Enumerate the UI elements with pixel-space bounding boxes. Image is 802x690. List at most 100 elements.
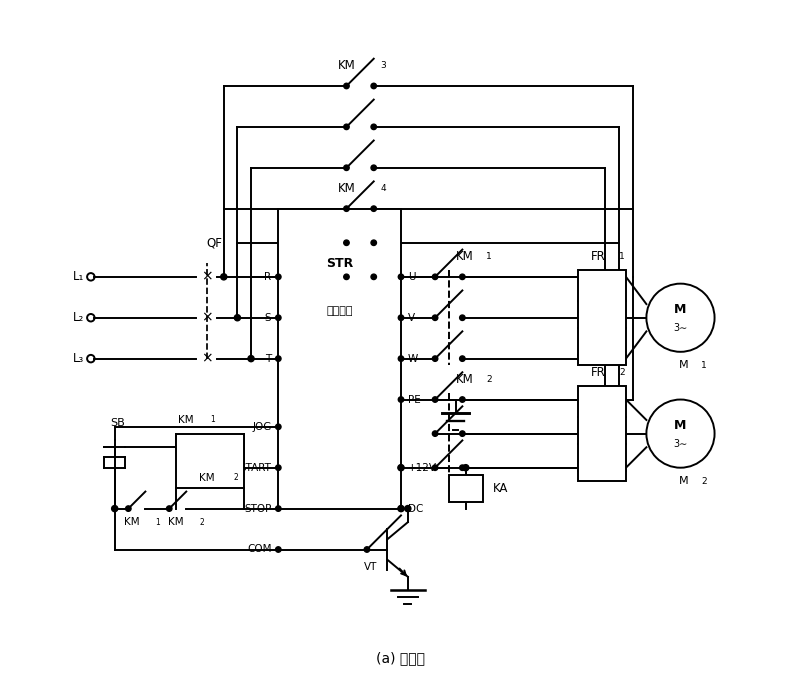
Circle shape	[399, 465, 403, 471]
Text: ×: ×	[201, 352, 213, 366]
Circle shape	[276, 506, 281, 511]
Text: KA: KA	[493, 482, 508, 495]
Text: STR: STR	[326, 257, 353, 270]
Text: 3∼: 3∼	[674, 323, 687, 333]
Circle shape	[463, 464, 469, 471]
Bar	[578, 270, 626, 366]
Text: KM: KM	[456, 250, 473, 263]
Bar	[448, 475, 483, 502]
Circle shape	[399, 397, 403, 402]
Text: STOP: STOP	[244, 504, 272, 513]
Text: 2: 2	[701, 477, 707, 486]
Text: W: W	[407, 354, 418, 364]
Text: S: S	[265, 313, 272, 323]
Text: ×: ×	[201, 270, 213, 284]
Circle shape	[364, 546, 370, 552]
Text: 1: 1	[619, 252, 625, 261]
Circle shape	[432, 431, 438, 436]
Text: (a) 主电路: (a) 主电路	[376, 651, 426, 666]
Circle shape	[405, 506, 411, 512]
Text: M: M	[674, 419, 687, 432]
Text: KM: KM	[338, 181, 355, 195]
Circle shape	[399, 315, 403, 320]
Circle shape	[221, 274, 227, 280]
Text: 软启动器: 软启动器	[326, 306, 353, 316]
Circle shape	[371, 206, 376, 211]
Text: L₂: L₂	[73, 311, 84, 324]
Circle shape	[234, 315, 241, 321]
Bar	[578, 386, 626, 482]
Circle shape	[432, 356, 438, 362]
Circle shape	[344, 240, 349, 246]
Circle shape	[344, 124, 349, 130]
Circle shape	[248, 355, 254, 362]
Circle shape	[371, 83, 376, 89]
Circle shape	[126, 506, 131, 511]
Text: ×: ×	[201, 310, 213, 325]
Circle shape	[460, 315, 465, 320]
Circle shape	[460, 397, 465, 402]
Circle shape	[276, 424, 281, 430]
Text: VT: VT	[364, 562, 377, 571]
Text: KM: KM	[179, 415, 194, 425]
Text: JOG: JOG	[252, 422, 272, 432]
Text: 2: 2	[486, 375, 492, 384]
Text: 3∼: 3∼	[674, 439, 687, 449]
Circle shape	[399, 356, 403, 362]
Circle shape	[371, 274, 376, 279]
Text: DC: DC	[407, 504, 423, 513]
Text: FR: FR	[591, 366, 606, 379]
Text: +12V: +12V	[407, 463, 437, 473]
Text: KM: KM	[199, 473, 215, 483]
Text: V: V	[407, 313, 415, 323]
Text: T: T	[265, 354, 272, 364]
Circle shape	[344, 83, 349, 89]
Text: M: M	[679, 476, 689, 486]
Circle shape	[276, 356, 281, 362]
Text: M: M	[674, 303, 687, 316]
Circle shape	[460, 356, 465, 362]
Circle shape	[432, 274, 438, 279]
Text: START: START	[240, 463, 272, 473]
Text: 1: 1	[156, 518, 160, 526]
Text: KM: KM	[338, 59, 355, 72]
Circle shape	[344, 165, 349, 170]
Circle shape	[646, 400, 715, 468]
Text: KM: KM	[456, 373, 473, 386]
Circle shape	[371, 165, 376, 170]
Circle shape	[646, 284, 715, 352]
Text: PE: PE	[407, 395, 420, 404]
Circle shape	[276, 546, 281, 552]
Circle shape	[460, 431, 465, 436]
Circle shape	[398, 506, 404, 512]
Text: FR: FR	[591, 250, 606, 263]
Circle shape	[432, 465, 438, 471]
Text: 2: 2	[234, 473, 239, 482]
Text: 2: 2	[619, 368, 625, 377]
Text: SB: SB	[111, 418, 125, 428]
Text: L₁: L₁	[73, 270, 84, 284]
Text: KM: KM	[124, 518, 140, 527]
Text: COM: COM	[247, 544, 272, 555]
Circle shape	[371, 124, 376, 130]
Text: KM: KM	[168, 518, 184, 527]
Bar	[176, 433, 245, 488]
Text: R: R	[265, 272, 272, 282]
Text: L₃: L₃	[73, 352, 84, 365]
Text: 1: 1	[210, 415, 215, 424]
Circle shape	[276, 274, 281, 279]
Circle shape	[344, 206, 349, 211]
Text: 2: 2	[200, 518, 205, 526]
Circle shape	[167, 506, 172, 511]
Text: 3: 3	[381, 61, 387, 70]
Text: QF: QF	[207, 236, 223, 249]
Circle shape	[432, 397, 438, 402]
Circle shape	[398, 464, 404, 471]
Circle shape	[460, 465, 465, 471]
Circle shape	[111, 506, 118, 512]
Text: M: M	[679, 360, 689, 371]
Text: 1: 1	[486, 252, 492, 261]
Circle shape	[432, 315, 438, 320]
Text: 1: 1	[701, 361, 707, 370]
Bar	[278, 208, 401, 509]
